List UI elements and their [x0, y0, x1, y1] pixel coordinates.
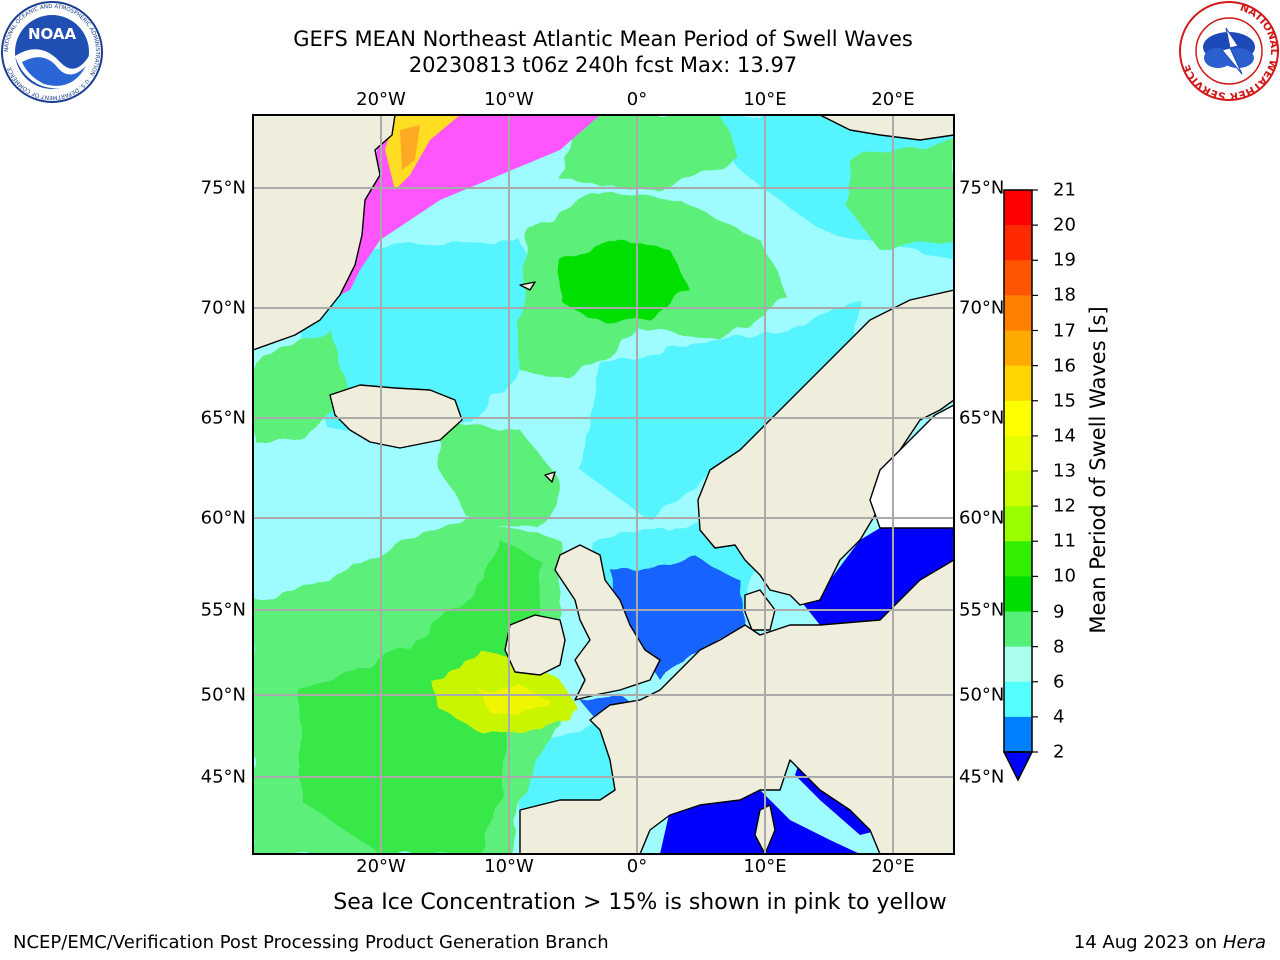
lat-label-left-55n: 55°N: [200, 599, 246, 621]
colorbar: [1002, 189, 1038, 782]
colorbar-tick-label: 18: [1053, 284, 1076, 306]
yellow-core: [480, 685, 550, 715]
green-zone-east: [850, 140, 954, 250]
chart-subtitle: 20230813 t06z 240h fcst Max: 13.97: [408, 53, 798, 77]
colorbar-swatch: [1004, 681, 1032, 718]
colorbar-swatch: [1004, 330, 1032, 367]
colorbar-swatch: [1004, 435, 1032, 472]
colorbar-tick-label: 13: [1053, 460, 1076, 482]
continental-europe: [519, 559, 954, 854]
footer-date: 14 Aug 2023 on Hera: [1074, 932, 1266, 953]
cyan-zone-north: [300, 240, 560, 430]
noaa-logo: NOAA NATIONAL OCEANIC AND ATMOSPHERIC AD…: [1, 1, 103, 103]
colorbar-swatch: [1004, 471, 1032, 507]
lat-label-left-45n: 45°N: [200, 766, 246, 788]
lon-label-top-10e: 10°E: [743, 89, 787, 110]
colorbar-tick-label: 14: [1053, 425, 1076, 447]
green-zone-midatlantic: [440, 420, 560, 530]
lat-label-right-65n: 65°N: [959, 407, 1005, 429]
footer-date-text: 14 Aug 2023 on: [1073, 932, 1218, 953]
greenland: [253, 115, 396, 351]
lat-label-left-70n: 70°N: [200, 297, 246, 319]
colorbar-tick-label: 11: [1053, 530, 1076, 552]
colorbar-swatch: [1004, 506, 1032, 542]
colorbar-swatch: [1004, 260, 1032, 296]
jan-mayen: [519, 281, 536, 291]
colorbar-swatch: [1004, 611, 1032, 648]
colorbar-tick-label: 19: [1053, 249, 1076, 271]
iceland: [329, 384, 463, 449]
green-zone-west: [253, 330, 350, 440]
colorbar-tick-label: 16: [1053, 355, 1076, 377]
svalbard: [819, 115, 954, 141]
colorbar-swatch: [1004, 225, 1032, 261]
colorbar-swatch: [1004, 716, 1032, 752]
colorbar-title: Mean Period of Swell Waves [s]: [1086, 306, 1110, 634]
colorbar-tick-label: 4: [1053, 706, 1065, 728]
lon-label-top-20e: 20°E: [871, 89, 915, 110]
svg-text:NOAA: NOAA: [28, 25, 77, 43]
colorbar-extend-triangle: [1002, 751, 1034, 782]
graticule: [253, 115, 954, 854]
bright-green-south: [300, 540, 540, 854]
great-britain: [554, 544, 661, 701]
lat-label-left-50n: 50°N: [200, 684, 246, 706]
sea-ice-orange: [400, 125, 420, 170]
lat-label-right-60n: 60°N: [959, 507, 1005, 529]
faroe-islands: [544, 471, 556, 483]
lon-label-top-0: 0°: [626, 89, 648, 110]
lon-label-bottom-0: 0°: [626, 856, 648, 877]
colorbar-swatch: [1004, 400, 1032, 437]
chart-title: GEFS MEAN Northeast Atlantic Mean Period…: [293, 27, 913, 51]
nws-logo: NATIONAL WEATHER SERVICE: [1179, 1, 1280, 102]
colorbar-tick-label: 12: [1053, 495, 1076, 517]
colorbar-tick-label: 21: [1053, 179, 1076, 201]
footer-host: Hera: [1222, 932, 1266, 953]
lat-label-left-65n: 65°N: [200, 407, 246, 429]
lon-label-bottom-20w: 20°W: [356, 856, 406, 877]
colorbar-tick-label: 8: [1053, 636, 1065, 658]
lat-label-left-60n: 60°N: [200, 507, 246, 529]
lon-label-bottom-10e: 10°E: [743, 856, 787, 877]
colorbar-tick-label: 17: [1053, 320, 1076, 341]
lat-label-left-75n: 75°N: [200, 177, 246, 199]
colorbar-tick-label: 10: [1053, 565, 1076, 587]
colorbar-swatch: [1004, 576, 1032, 612]
map-frame: [252, 114, 955, 855]
sea-ice-note: Sea Ice Concentration > 15% is shown in …: [333, 890, 947, 915]
colorbar-swatch: [1004, 541, 1032, 577]
lon-label-bottom-20e: 20°E: [871, 856, 915, 877]
colorbar-tick-label: 20: [1053, 214, 1076, 236]
green-zone-arctic: [560, 115, 740, 190]
colorbar-tick-label: 15: [1053, 390, 1076, 412]
footer-credit: NCEP/EMC/Verification Post Processing Pr…: [13, 932, 609, 953]
lat-label-right-75n: 75°N: [959, 177, 1005, 199]
lon-label-top-10w: 10°W: [484, 89, 534, 110]
lat-label-right-45n: 45°N: [959, 766, 1005, 788]
finland-russia: [869, 404, 954, 529]
lat-label-right-70n: 70°N: [959, 297, 1005, 319]
cyan-zone-norwegian: [580, 300, 860, 520]
colorbar-swatch: [1004, 646, 1032, 683]
colorbar-swatch: [1004, 365, 1032, 402]
lon-label-bottom-10w: 10°W: [484, 856, 534, 877]
bright-green-norway-sea: [560, 240, 690, 320]
lon-label-top-20w: 20°W: [356, 89, 406, 110]
colorbar-tick-label: 2: [1053, 741, 1065, 763]
colorbar-tick-label: 6: [1053, 671, 1065, 693]
colorbar-tick-label: 9: [1053, 601, 1065, 622]
ireland: [504, 614, 566, 676]
colorbar-swatch: [1004, 190, 1032, 226]
lat-label-right-50n: 50°N: [959, 684, 1005, 706]
baltic-sea: [800, 528, 954, 625]
lat-label-right-55n: 55°N: [959, 599, 1005, 621]
colorbar-swatch: [1004, 295, 1032, 331]
